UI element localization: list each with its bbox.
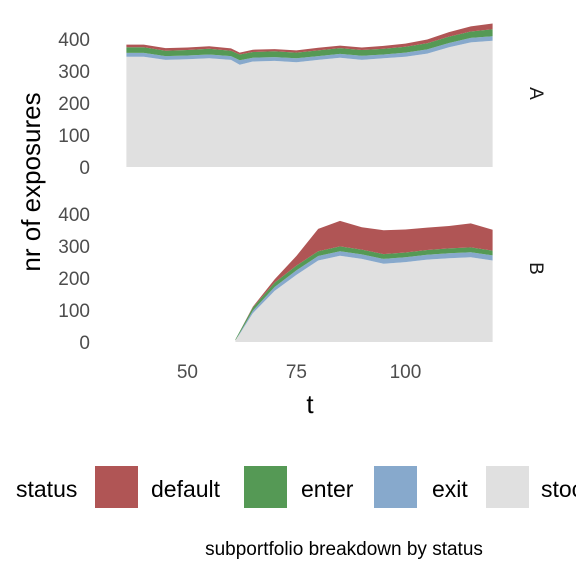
area-enter-panel-A: [126, 29, 493, 61]
x-tick-label: 100: [390, 362, 422, 383]
y-tick-label: 300: [58, 62, 90, 83]
legend-label-stock: stock: [541, 476, 576, 502]
y-axis-title: nr of exposures: [16, 92, 46, 271]
legend-key-enter: [244, 466, 287, 508]
y-tick-label: 200: [58, 94, 90, 115]
y-tick-label: 0: [79, 158, 90, 179]
legend: status default enter exit stock: [16, 466, 576, 508]
y-tick-label: 0: [79, 333, 90, 354]
panels: 0 100 200 300 400 A 0 100 200 300 400 B 50 75 100: [58, 23, 546, 383]
area-exit-panel-A: [126, 36, 493, 65]
x-tick-label: 50: [177, 362, 198, 383]
area-default-panel-A: [126, 23, 493, 55]
y-tick-label: 100: [58, 301, 90, 322]
legend-label-default: default: [151, 476, 221, 502]
caption: subportfolio breakdown by status: [205, 539, 483, 560]
area-stock-panel-A: [126, 40, 493, 167]
y-tick-label: 400: [58, 30, 90, 51]
panel-B: 0 100 200 300 400 B: [58, 205, 546, 354]
strip-label-A: A: [525, 87, 546, 100]
y-tick-label: 400: [58, 205, 90, 226]
legend-label-enter: enter: [301, 476, 354, 502]
strip-label-B: B: [525, 262, 546, 275]
x-axis-title: t: [306, 389, 314, 419]
x-tick-label: 75: [286, 362, 307, 383]
y-tick-label: 200: [58, 269, 90, 290]
y-tick-label: 300: [58, 237, 90, 258]
y-tick-label: 100: [58, 126, 90, 147]
area-stock-panel-B: [235, 255, 493, 342]
legend-title: status: [16, 476, 77, 502]
panel-A: 0 100 200 300 400 A: [58, 23, 546, 179]
x-ticks: 50 75 100: [177, 362, 421, 383]
legend-label-exit: exit: [432, 476, 468, 502]
legend-key-stock: [486, 466, 529, 508]
legend-key-exit: [374, 466, 417, 508]
legend-key-default: [95, 466, 138, 508]
area-default-panel-B: [235, 220, 493, 340]
